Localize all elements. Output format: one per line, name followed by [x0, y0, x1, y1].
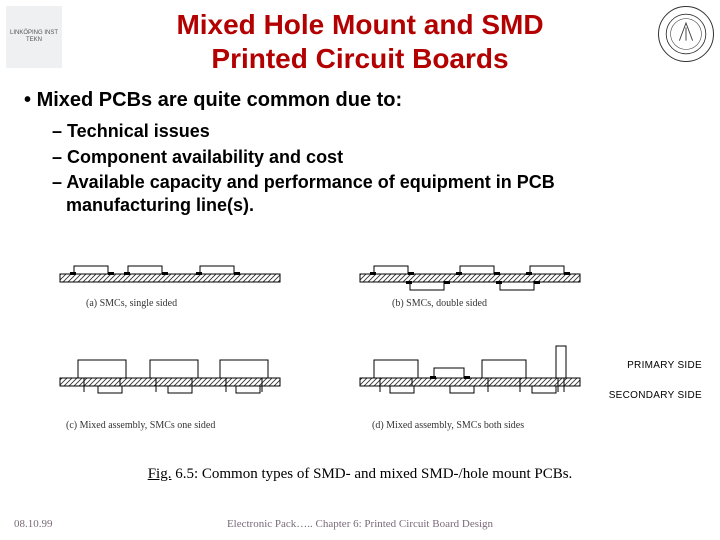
- figure-caption: Fig. 6.5: Common types of SMD- and mixed…: [0, 466, 720, 483]
- footer-center: Electronic Pack….. Chapter 6: Printed Ci…: [0, 518, 720, 530]
- logo-left: LINKÖPING INST TEKN: [6, 6, 62, 68]
- sub-bullet: Component availability and cost: [52, 146, 672, 169]
- title-line-1: Mixed Hole Mount and SMD: [176, 9, 543, 40]
- primary-side-label: PRIMARY SIDE: [627, 360, 702, 371]
- figure-diagram: (a) SMCs, single sided (b) SMCs, double …: [0, 240, 720, 460]
- title-line-2: Printed Circuit Boards: [211, 43, 508, 74]
- secondary-side-label: SECONDARY SIDE: [609, 390, 702, 401]
- figure-caption-prefix: Fig.: [148, 466, 172, 482]
- sub-bullet: Technical issues: [52, 120, 672, 143]
- seal-icon: [664, 12, 708, 56]
- figure-caption-text: 6.5: Common types of SMD- and mixed SMD-…: [171, 466, 572, 482]
- panel-caption-d: (d) Mixed assembly, SMCs both sides: [372, 420, 524, 431]
- bullet-main: Mixed PCBs are quite common due to:: [24, 89, 720, 112]
- panel-caption-a: (a) SMCs, single sided: [86, 298, 177, 309]
- sub-bullet-list: Technical issues Component availability …: [52, 120, 672, 218]
- panel-caption-c: (c) Mixed assembly, SMCs one sided: [66, 420, 215, 431]
- slide-title: Mixed Hole Mount and SMD Printed Circuit…: [70, 0, 650, 75]
- logo-right-seal: [658, 6, 714, 62]
- panel-caption-b: (b) SMCs, double sided: [392, 298, 487, 309]
- logo-left-text: LINKÖPING INST TEKN: [6, 30, 62, 44]
- sub-bullet: Available capacity and performance of eq…: [52, 171, 672, 218]
